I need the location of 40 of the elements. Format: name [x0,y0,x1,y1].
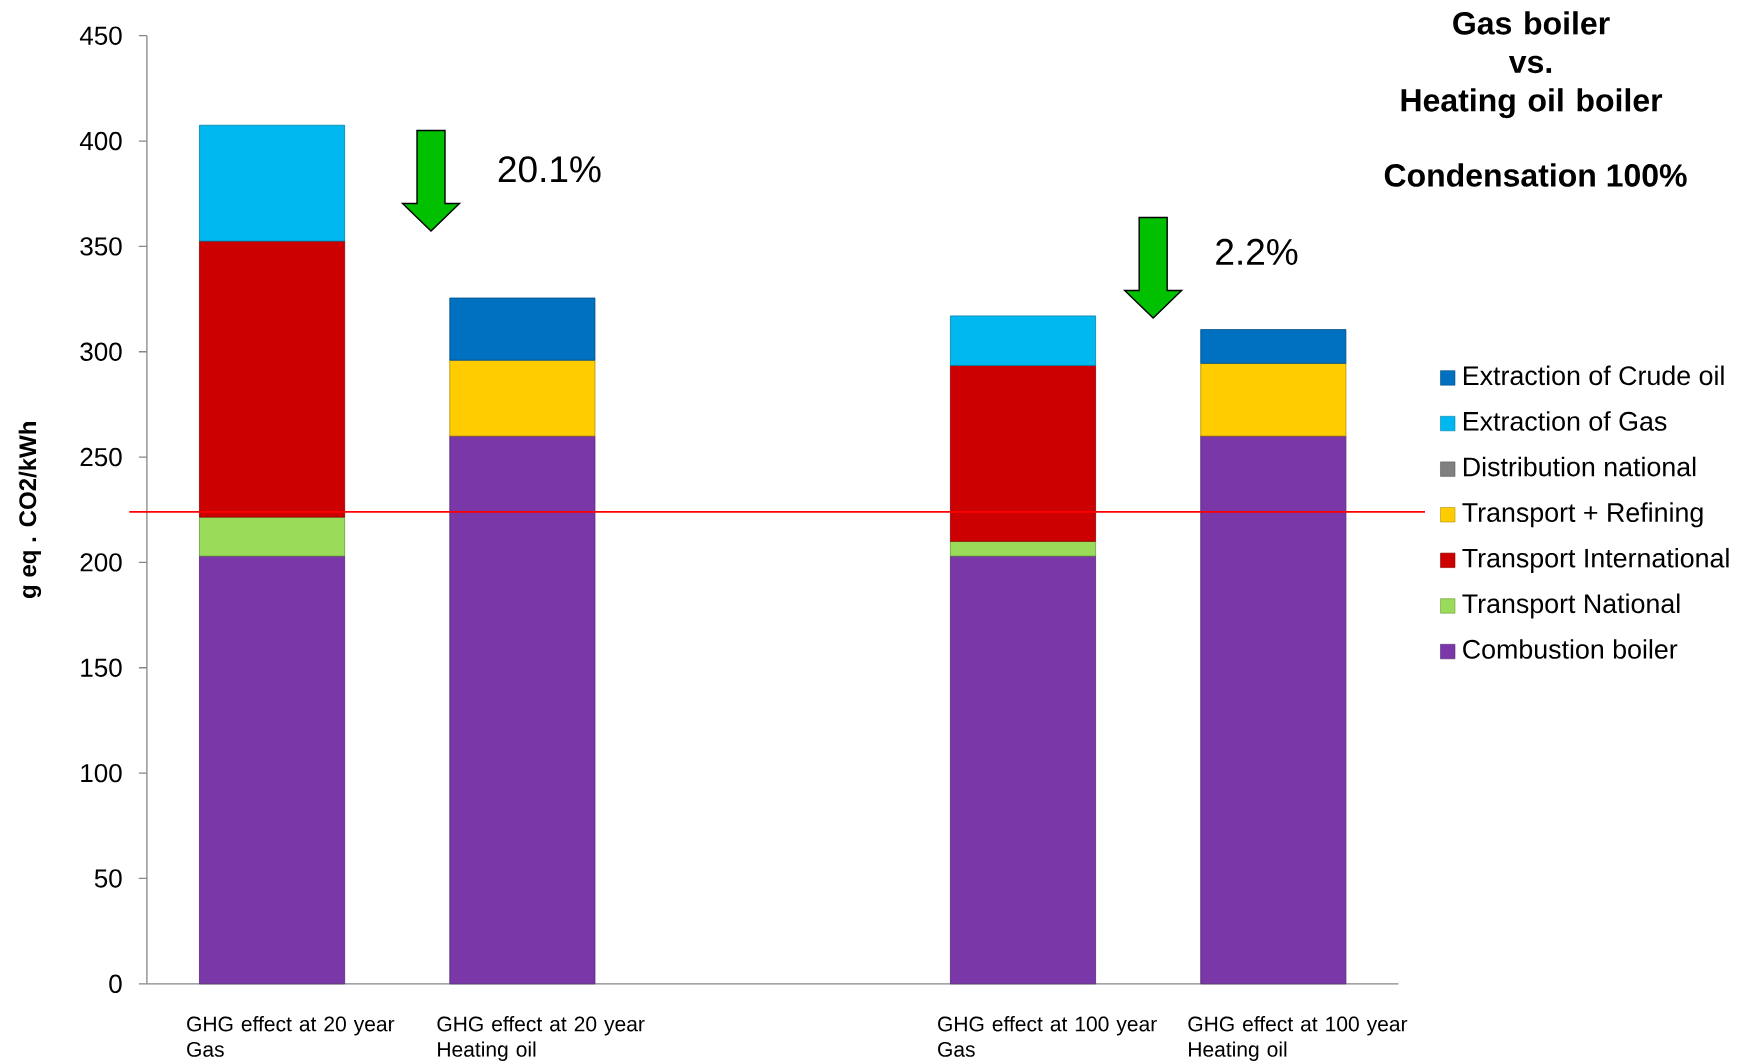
y-tick-label: 450 [79,26,122,45]
x-tick-label: GHG effect at 100 year Gas [938,1015,1157,1057]
annotation: 2.2% [1216,238,1298,265]
annotation: 20.1% [498,156,601,183]
bar [950,555,1096,985]
bar [449,297,596,361]
y-tick-label: 0 [109,974,122,993]
legend-label: Transport National [1462,593,1680,619]
text: Gas boiler vs. Heating oil boiler [1401,11,1663,119]
bar [950,540,1096,557]
x-tick-label: GHG effect at 20 year Heating oil [437,1015,645,1061]
x-tick-label: GHG effect at 20 year Gas [187,1015,395,1057]
bar [950,315,1096,366]
legend-label: Combustion boiler [1463,639,1678,659]
legend-label: Transport + Refining [1462,502,1703,528]
bar [449,435,596,985]
bar [1200,435,1347,985]
bar [449,359,596,437]
text: Condensation 100% [1384,163,1687,187]
y-tick-label: 150 [81,658,122,677]
y-tick-label: 200 [80,553,122,572]
bar [1200,329,1347,364]
bar [1200,362,1347,437]
legend-label: Transport International [1462,547,1729,573]
y-tick-label: 300 [80,342,122,361]
legend-label: Extraction of Gas [1463,411,1667,431]
y-tick-label: 100 [81,763,122,783]
bar [950,365,1096,542]
y-tick-label: 50 [94,869,122,888]
bar [199,240,346,518]
bar [199,555,346,985]
y-tick-label: 350 [80,237,122,256]
legend-label: Extraction of Crude oil [1463,365,1724,386]
x-tick-label: GHG effect at 100 year Heating oil [1188,1015,1408,1061]
y-tick-label: 400 [79,131,122,151]
bar [199,516,346,557]
bar [199,124,346,242]
y-tick-label: 250 [80,447,122,467]
y-axis-title: g eq . CO2/kWh [18,422,42,598]
legend-label: Distribution national [1463,456,1696,477]
